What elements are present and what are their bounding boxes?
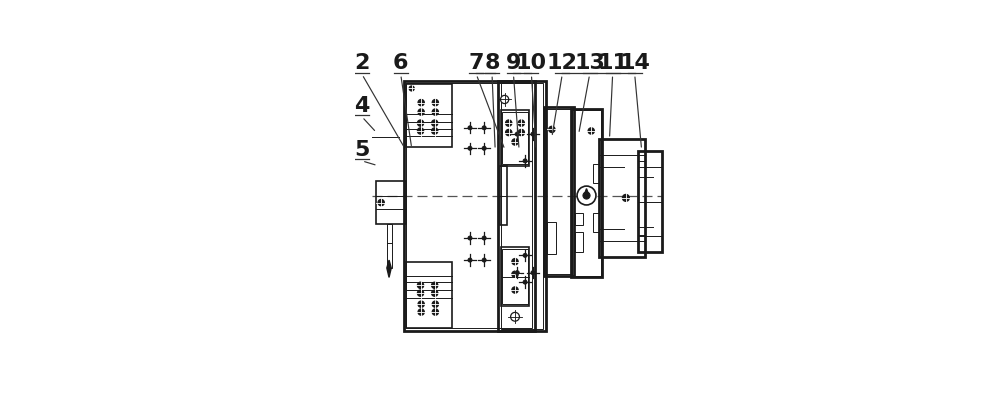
Circle shape bbox=[468, 146, 472, 150]
Bar bbox=[406, 262, 452, 328]
Circle shape bbox=[432, 120, 438, 126]
Bar bbox=[638, 167, 662, 236]
Circle shape bbox=[583, 192, 590, 199]
Bar bbox=[502, 112, 528, 164]
Circle shape bbox=[588, 128, 594, 134]
Bar bbox=[575, 213, 583, 225]
Circle shape bbox=[511, 312, 519, 321]
Text: 9: 9 bbox=[506, 53, 521, 73]
Polygon shape bbox=[585, 189, 588, 194]
Text: 12: 12 bbox=[547, 53, 578, 73]
Circle shape bbox=[482, 146, 486, 150]
Circle shape bbox=[409, 86, 414, 91]
Circle shape bbox=[523, 280, 527, 284]
Circle shape bbox=[417, 290, 424, 296]
Bar bbox=[593, 213, 599, 232]
Circle shape bbox=[468, 236, 472, 240]
Circle shape bbox=[549, 126, 555, 133]
Bar bbox=[498, 81, 546, 331]
Circle shape bbox=[418, 109, 424, 115]
Circle shape bbox=[418, 99, 424, 106]
Circle shape bbox=[512, 287, 518, 293]
Bar bbox=[502, 249, 528, 304]
Circle shape bbox=[482, 126, 486, 130]
Circle shape bbox=[512, 258, 518, 265]
Bar bbox=[404, 81, 535, 331]
Circle shape bbox=[417, 120, 424, 126]
Circle shape bbox=[501, 95, 509, 103]
Bar bbox=[501, 83, 543, 329]
Circle shape bbox=[523, 253, 527, 257]
Circle shape bbox=[577, 186, 596, 205]
Circle shape bbox=[482, 236, 486, 240]
Bar bbox=[406, 83, 532, 328]
Circle shape bbox=[418, 309, 424, 315]
Text: 11: 11 bbox=[597, 53, 628, 73]
Circle shape bbox=[622, 194, 629, 201]
Bar bbox=[599, 139, 645, 257]
Circle shape bbox=[512, 139, 518, 145]
Circle shape bbox=[418, 301, 424, 307]
Circle shape bbox=[506, 120, 512, 126]
Bar bbox=[501, 247, 529, 306]
Circle shape bbox=[518, 129, 524, 136]
Bar bbox=[572, 110, 601, 276]
Polygon shape bbox=[387, 260, 391, 277]
Circle shape bbox=[432, 109, 438, 115]
Text: 14: 14 bbox=[619, 53, 650, 73]
Circle shape bbox=[512, 271, 518, 277]
Circle shape bbox=[432, 301, 438, 307]
Circle shape bbox=[432, 282, 438, 288]
Bar bbox=[406, 84, 452, 147]
Circle shape bbox=[468, 258, 472, 262]
Circle shape bbox=[506, 129, 512, 136]
Bar bbox=[547, 222, 556, 254]
Circle shape bbox=[531, 271, 535, 275]
Text: 2: 2 bbox=[354, 53, 370, 73]
Bar bbox=[501, 110, 529, 166]
Circle shape bbox=[482, 258, 486, 262]
Circle shape bbox=[432, 309, 438, 315]
Bar bbox=[638, 151, 662, 252]
Bar bbox=[500, 166, 507, 225]
Bar bbox=[544, 107, 574, 276]
Bar bbox=[575, 232, 583, 252]
Circle shape bbox=[378, 200, 384, 206]
Circle shape bbox=[432, 99, 438, 106]
Circle shape bbox=[432, 290, 438, 296]
Bar bbox=[546, 109, 572, 274]
Text: 5: 5 bbox=[354, 140, 370, 160]
Text: 10: 10 bbox=[516, 53, 547, 73]
Text: 6: 6 bbox=[393, 53, 408, 73]
Bar bbox=[387, 224, 392, 268]
Circle shape bbox=[531, 132, 535, 136]
Text: 8: 8 bbox=[484, 53, 500, 73]
Circle shape bbox=[518, 120, 524, 126]
Text: 4: 4 bbox=[354, 96, 370, 116]
Circle shape bbox=[515, 271, 519, 275]
Bar bbox=[593, 164, 599, 183]
Circle shape bbox=[417, 282, 424, 288]
Circle shape bbox=[417, 128, 424, 134]
Circle shape bbox=[432, 128, 438, 134]
Circle shape bbox=[468, 126, 472, 130]
Circle shape bbox=[523, 159, 527, 163]
Bar bbox=[571, 109, 602, 277]
Text: 13: 13 bbox=[574, 53, 605, 73]
Circle shape bbox=[515, 132, 519, 136]
Text: 7: 7 bbox=[469, 53, 484, 73]
Bar bbox=[638, 161, 645, 235]
Bar bbox=[376, 181, 406, 224]
